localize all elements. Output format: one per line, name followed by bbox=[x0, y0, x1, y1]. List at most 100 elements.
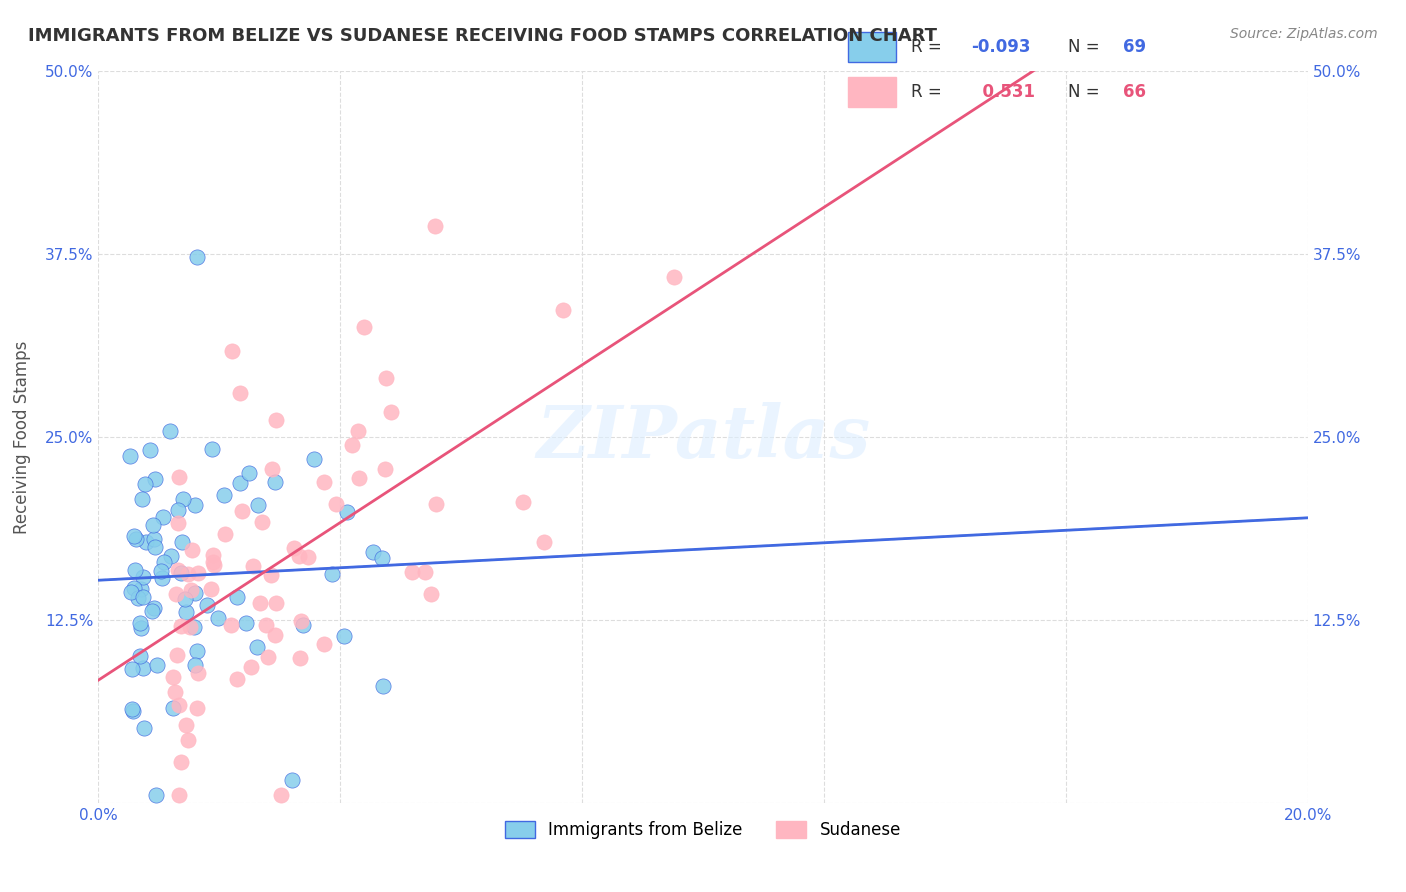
Point bbox=[302, 451, 325, 466]
Point bbox=[263, 627, 285, 641]
Point bbox=[380, 405, 402, 419]
Point bbox=[287, 549, 309, 564]
Bar bbox=[848, 77, 896, 107]
Legend: Immigrants from Belize, Sudanese: Immigrants from Belize, Sudanese bbox=[499, 814, 907, 846]
Point bbox=[163, 685, 186, 699]
Point bbox=[221, 343, 243, 358]
Point bbox=[162, 700, 184, 714]
Point bbox=[662, 270, 685, 285]
Point bbox=[342, 438, 364, 452]
Point bbox=[361, 545, 384, 559]
Bar bbox=[848, 32, 896, 62]
Point bbox=[165, 587, 187, 601]
Point bbox=[122, 529, 145, 543]
Point bbox=[401, 565, 423, 579]
Text: N =: N = bbox=[1067, 83, 1105, 101]
Text: IMMIGRANTS FROM BELIZE VS SUDANESE RECEIVING FOOD STAMPS CORRELATION CHART: IMMIGRANTS FROM BELIZE VS SUDANESE RECEI… bbox=[28, 27, 938, 45]
Point bbox=[129, 582, 152, 596]
Point bbox=[347, 471, 370, 485]
Point bbox=[347, 425, 370, 439]
Point bbox=[143, 540, 166, 554]
Point bbox=[170, 566, 193, 580]
Point bbox=[238, 467, 260, 481]
Point bbox=[252, 515, 274, 529]
Point bbox=[128, 648, 150, 663]
Text: -0.093: -0.093 bbox=[970, 37, 1031, 55]
Point bbox=[239, 660, 262, 674]
Point bbox=[166, 648, 188, 662]
Text: Source: ZipAtlas.com: Source: ZipAtlas.com bbox=[1230, 27, 1378, 41]
Point bbox=[166, 562, 188, 576]
Point bbox=[142, 532, 165, 546]
Point bbox=[187, 566, 209, 580]
Point bbox=[120, 449, 142, 463]
Point bbox=[121, 702, 143, 716]
Point bbox=[225, 672, 247, 686]
Point bbox=[219, 618, 242, 632]
Point bbox=[169, 698, 191, 713]
Text: ZIPatlas: ZIPatlas bbox=[536, 401, 870, 473]
Point bbox=[177, 566, 200, 581]
Point bbox=[533, 535, 555, 549]
Point bbox=[153, 556, 176, 570]
Point bbox=[179, 620, 201, 634]
Point bbox=[125, 532, 148, 546]
Point bbox=[235, 615, 257, 630]
Point bbox=[214, 526, 236, 541]
Point bbox=[180, 582, 202, 597]
Point bbox=[167, 470, 190, 484]
Point bbox=[184, 658, 207, 673]
Point bbox=[413, 565, 436, 579]
Point bbox=[169, 789, 191, 803]
Point bbox=[186, 701, 208, 715]
Point bbox=[174, 606, 197, 620]
Point bbox=[129, 621, 152, 635]
Point bbox=[333, 629, 356, 643]
Point bbox=[134, 477, 156, 491]
Point bbox=[159, 549, 181, 564]
Point bbox=[291, 618, 314, 632]
Point bbox=[425, 219, 447, 234]
Point bbox=[371, 550, 394, 565]
Point bbox=[229, 386, 252, 401]
Text: 0.531: 0.531 bbox=[970, 83, 1035, 101]
Text: 69: 69 bbox=[1123, 37, 1146, 55]
Point bbox=[314, 637, 336, 651]
Point bbox=[170, 619, 193, 633]
Point bbox=[202, 558, 225, 573]
Point bbox=[259, 568, 281, 582]
Point bbox=[142, 518, 165, 533]
Point bbox=[247, 499, 270, 513]
Point bbox=[375, 371, 398, 385]
Point bbox=[264, 596, 287, 610]
Point bbox=[281, 773, 304, 788]
Point bbox=[551, 302, 574, 317]
Point bbox=[242, 558, 264, 573]
Text: R =: R = bbox=[911, 37, 948, 55]
Text: N =: N = bbox=[1067, 37, 1105, 55]
Point bbox=[174, 592, 197, 607]
Point bbox=[131, 491, 153, 506]
Point bbox=[150, 570, 173, 584]
Point bbox=[132, 569, 155, 583]
Point bbox=[172, 492, 194, 507]
Point bbox=[262, 462, 284, 476]
Point bbox=[231, 504, 253, 518]
Point bbox=[297, 550, 319, 565]
Point bbox=[167, 503, 190, 517]
Text: 66: 66 bbox=[1123, 83, 1146, 101]
Point bbox=[371, 679, 394, 693]
Point bbox=[288, 651, 311, 665]
Point bbox=[263, 475, 285, 490]
Point bbox=[186, 250, 208, 264]
Point bbox=[180, 543, 202, 558]
Point bbox=[187, 665, 209, 680]
Point bbox=[170, 534, 193, 549]
Point bbox=[162, 670, 184, 684]
Point bbox=[353, 319, 375, 334]
Point bbox=[312, 475, 335, 489]
Point bbox=[132, 590, 155, 604]
Text: R =: R = bbox=[911, 83, 948, 101]
Point bbox=[167, 516, 190, 530]
Point bbox=[420, 587, 443, 601]
